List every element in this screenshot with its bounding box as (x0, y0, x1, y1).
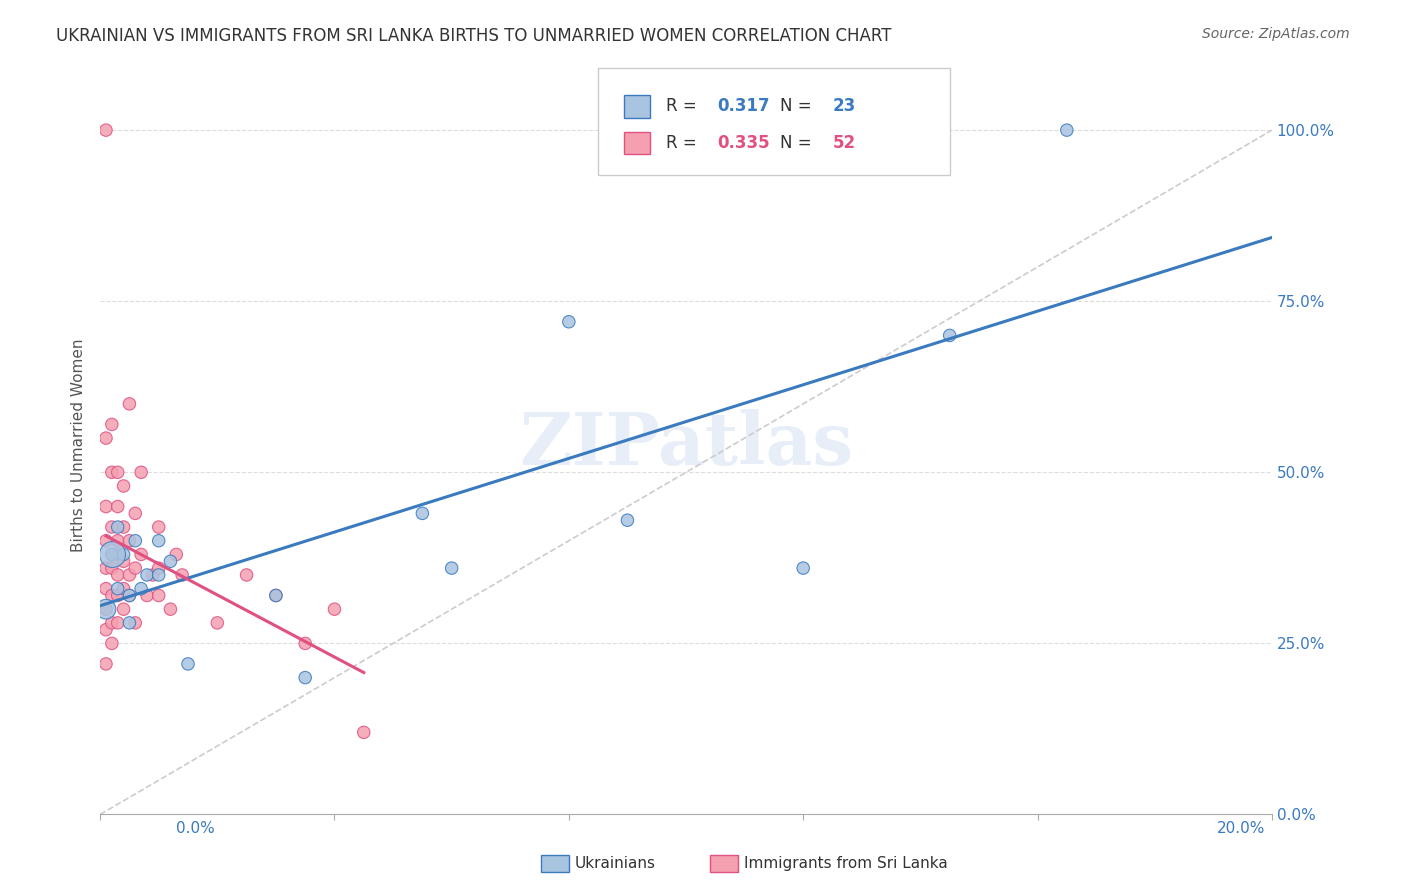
Point (1056, 123, 1078, 137)
Point (129, 548, 152, 562)
Point (118, 397, 141, 411)
FancyBboxPatch shape (624, 132, 650, 154)
Point (94, 657, 117, 671)
Point (558, 315, 581, 329)
Text: Source: ZipAtlas.com: Source: ZipAtlas.com (1202, 27, 1350, 41)
Point (124, 507, 146, 521)
Point (136, 568, 159, 582)
Point (107, 582, 129, 596)
Point (101, 636, 124, 650)
Point (107, 465, 129, 479)
Point (107, 568, 129, 582)
Point (440, 561, 463, 575)
Point (94, 431, 117, 445)
Point (112, 479, 135, 493)
Point (792, 561, 814, 575)
Point (148, 589, 170, 603)
Point (107, 520, 129, 534)
Point (101, 561, 124, 575)
Text: 0.317: 0.317 (717, 97, 770, 115)
Point (148, 520, 170, 534)
Point (129, 465, 152, 479)
Text: ZIPatlas: ZIPatlas (519, 409, 853, 481)
Point (177, 657, 200, 671)
Point (107, 548, 129, 562)
Text: R =: R = (666, 135, 702, 153)
Point (323, 602, 346, 616)
Point (411, 507, 433, 521)
Point (101, 548, 124, 562)
Point (107, 533, 129, 548)
Point (294, 636, 316, 650)
Text: Immigrants from Sri Lanka: Immigrants from Sri Lanka (744, 856, 948, 871)
Point (118, 568, 141, 582)
Point (207, 615, 229, 630)
Text: Ukrainians: Ukrainians (575, 856, 657, 871)
Text: R =: R = (666, 97, 702, 115)
Point (107, 500, 129, 514)
Point (616, 513, 638, 527)
Point (148, 533, 170, 548)
Point (101, 615, 124, 630)
Point (172, 568, 194, 582)
Point (101, 548, 124, 562)
Point (112, 548, 135, 562)
Point (118, 615, 141, 630)
Point (142, 568, 165, 582)
Point (101, 520, 124, 534)
Point (159, 602, 181, 616)
Point (148, 568, 170, 582)
Point (112, 554, 135, 568)
Point (94, 623, 117, 637)
Point (94, 561, 117, 575)
Text: 0.0%: 0.0% (176, 821, 215, 836)
Point (101, 589, 124, 603)
Point (136, 589, 159, 603)
Text: N =: N = (780, 97, 817, 115)
Point (101, 417, 124, 432)
Point (101, 465, 124, 479)
Point (165, 548, 187, 562)
Point (124, 533, 146, 548)
Point (124, 615, 146, 630)
Text: UKRAINIAN VS IMMIGRANTS FROM SRI LANKA BIRTHS TO UNMARRIED WOMEN CORRELATION CHA: UKRAINIAN VS IMMIGRANTS FROM SRI LANKA B… (56, 27, 891, 45)
Point (112, 602, 135, 616)
Text: N =: N = (780, 135, 817, 153)
Point (101, 548, 124, 562)
Point (159, 554, 181, 568)
Point (107, 589, 129, 603)
Text: 20.0%: 20.0% (1218, 821, 1265, 836)
FancyBboxPatch shape (598, 68, 949, 175)
Point (94, 533, 117, 548)
Point (129, 582, 152, 596)
Point (112, 520, 135, 534)
Text: 52: 52 (832, 135, 856, 153)
Point (94, 500, 117, 514)
Point (94, 123, 117, 137)
Point (118, 533, 141, 548)
FancyBboxPatch shape (624, 95, 650, 118)
Point (264, 589, 287, 603)
Point (124, 561, 146, 575)
Point (118, 589, 141, 603)
Text: 0.335: 0.335 (717, 135, 770, 153)
Point (264, 589, 287, 603)
Point (94, 582, 117, 596)
Point (294, 671, 316, 685)
Point (94, 602, 117, 616)
Point (118, 589, 141, 603)
Point (235, 568, 257, 582)
Point (94, 602, 117, 616)
Point (353, 725, 375, 739)
Y-axis label: Births to Unmarried Women: Births to Unmarried Women (72, 338, 86, 551)
Point (107, 615, 129, 630)
Point (112, 582, 135, 596)
Point (938, 328, 960, 343)
Text: 23: 23 (832, 97, 856, 115)
Point (148, 561, 170, 575)
